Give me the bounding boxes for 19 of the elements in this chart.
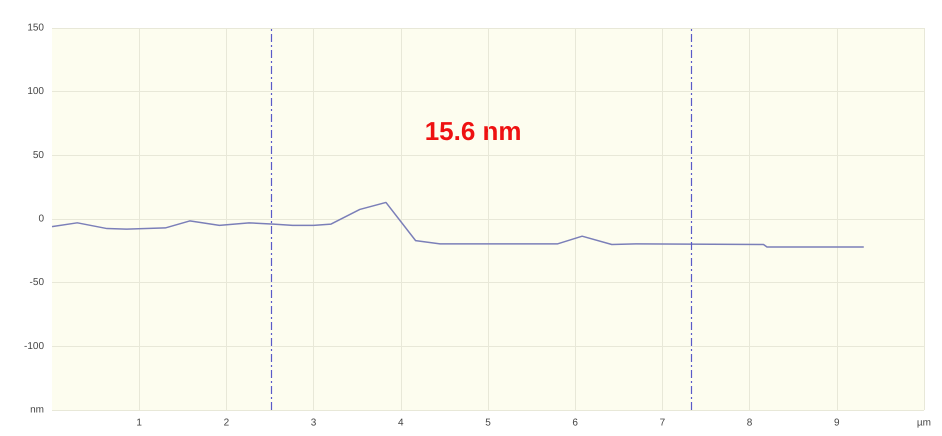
y-tick-label: -50	[30, 277, 44, 288]
x-tick-label: 3	[310, 418, 317, 428]
x-tick-label: 1	[136, 418, 142, 428]
x-tick-label: µm	[916, 418, 931, 428]
y-tick-label: 150	[27, 22, 44, 34]
y-tick-label: nm	[30, 404, 44, 416]
line-series	[51, 202, 865, 248]
x-tick-label: 5	[485, 418, 492, 428]
y-tick-label: -100	[24, 340, 44, 352]
y-tick-label: 0	[38, 214, 44, 224]
y-tick-label: 100	[27, 86, 44, 98]
x-tick-label: 4	[398, 418, 404, 428]
y-tick-label: 50	[32, 150, 44, 161]
x-tick-label: 6	[572, 418, 578, 428]
x-tick-label: 8	[746, 418, 753, 428]
x-tick-label: 9	[834, 418, 840, 428]
x-tick-label: 7	[660, 418, 666, 428]
annotation: 15.6 nm	[424, 116, 522, 146]
x-tick-label: 2	[224, 418, 230, 428]
